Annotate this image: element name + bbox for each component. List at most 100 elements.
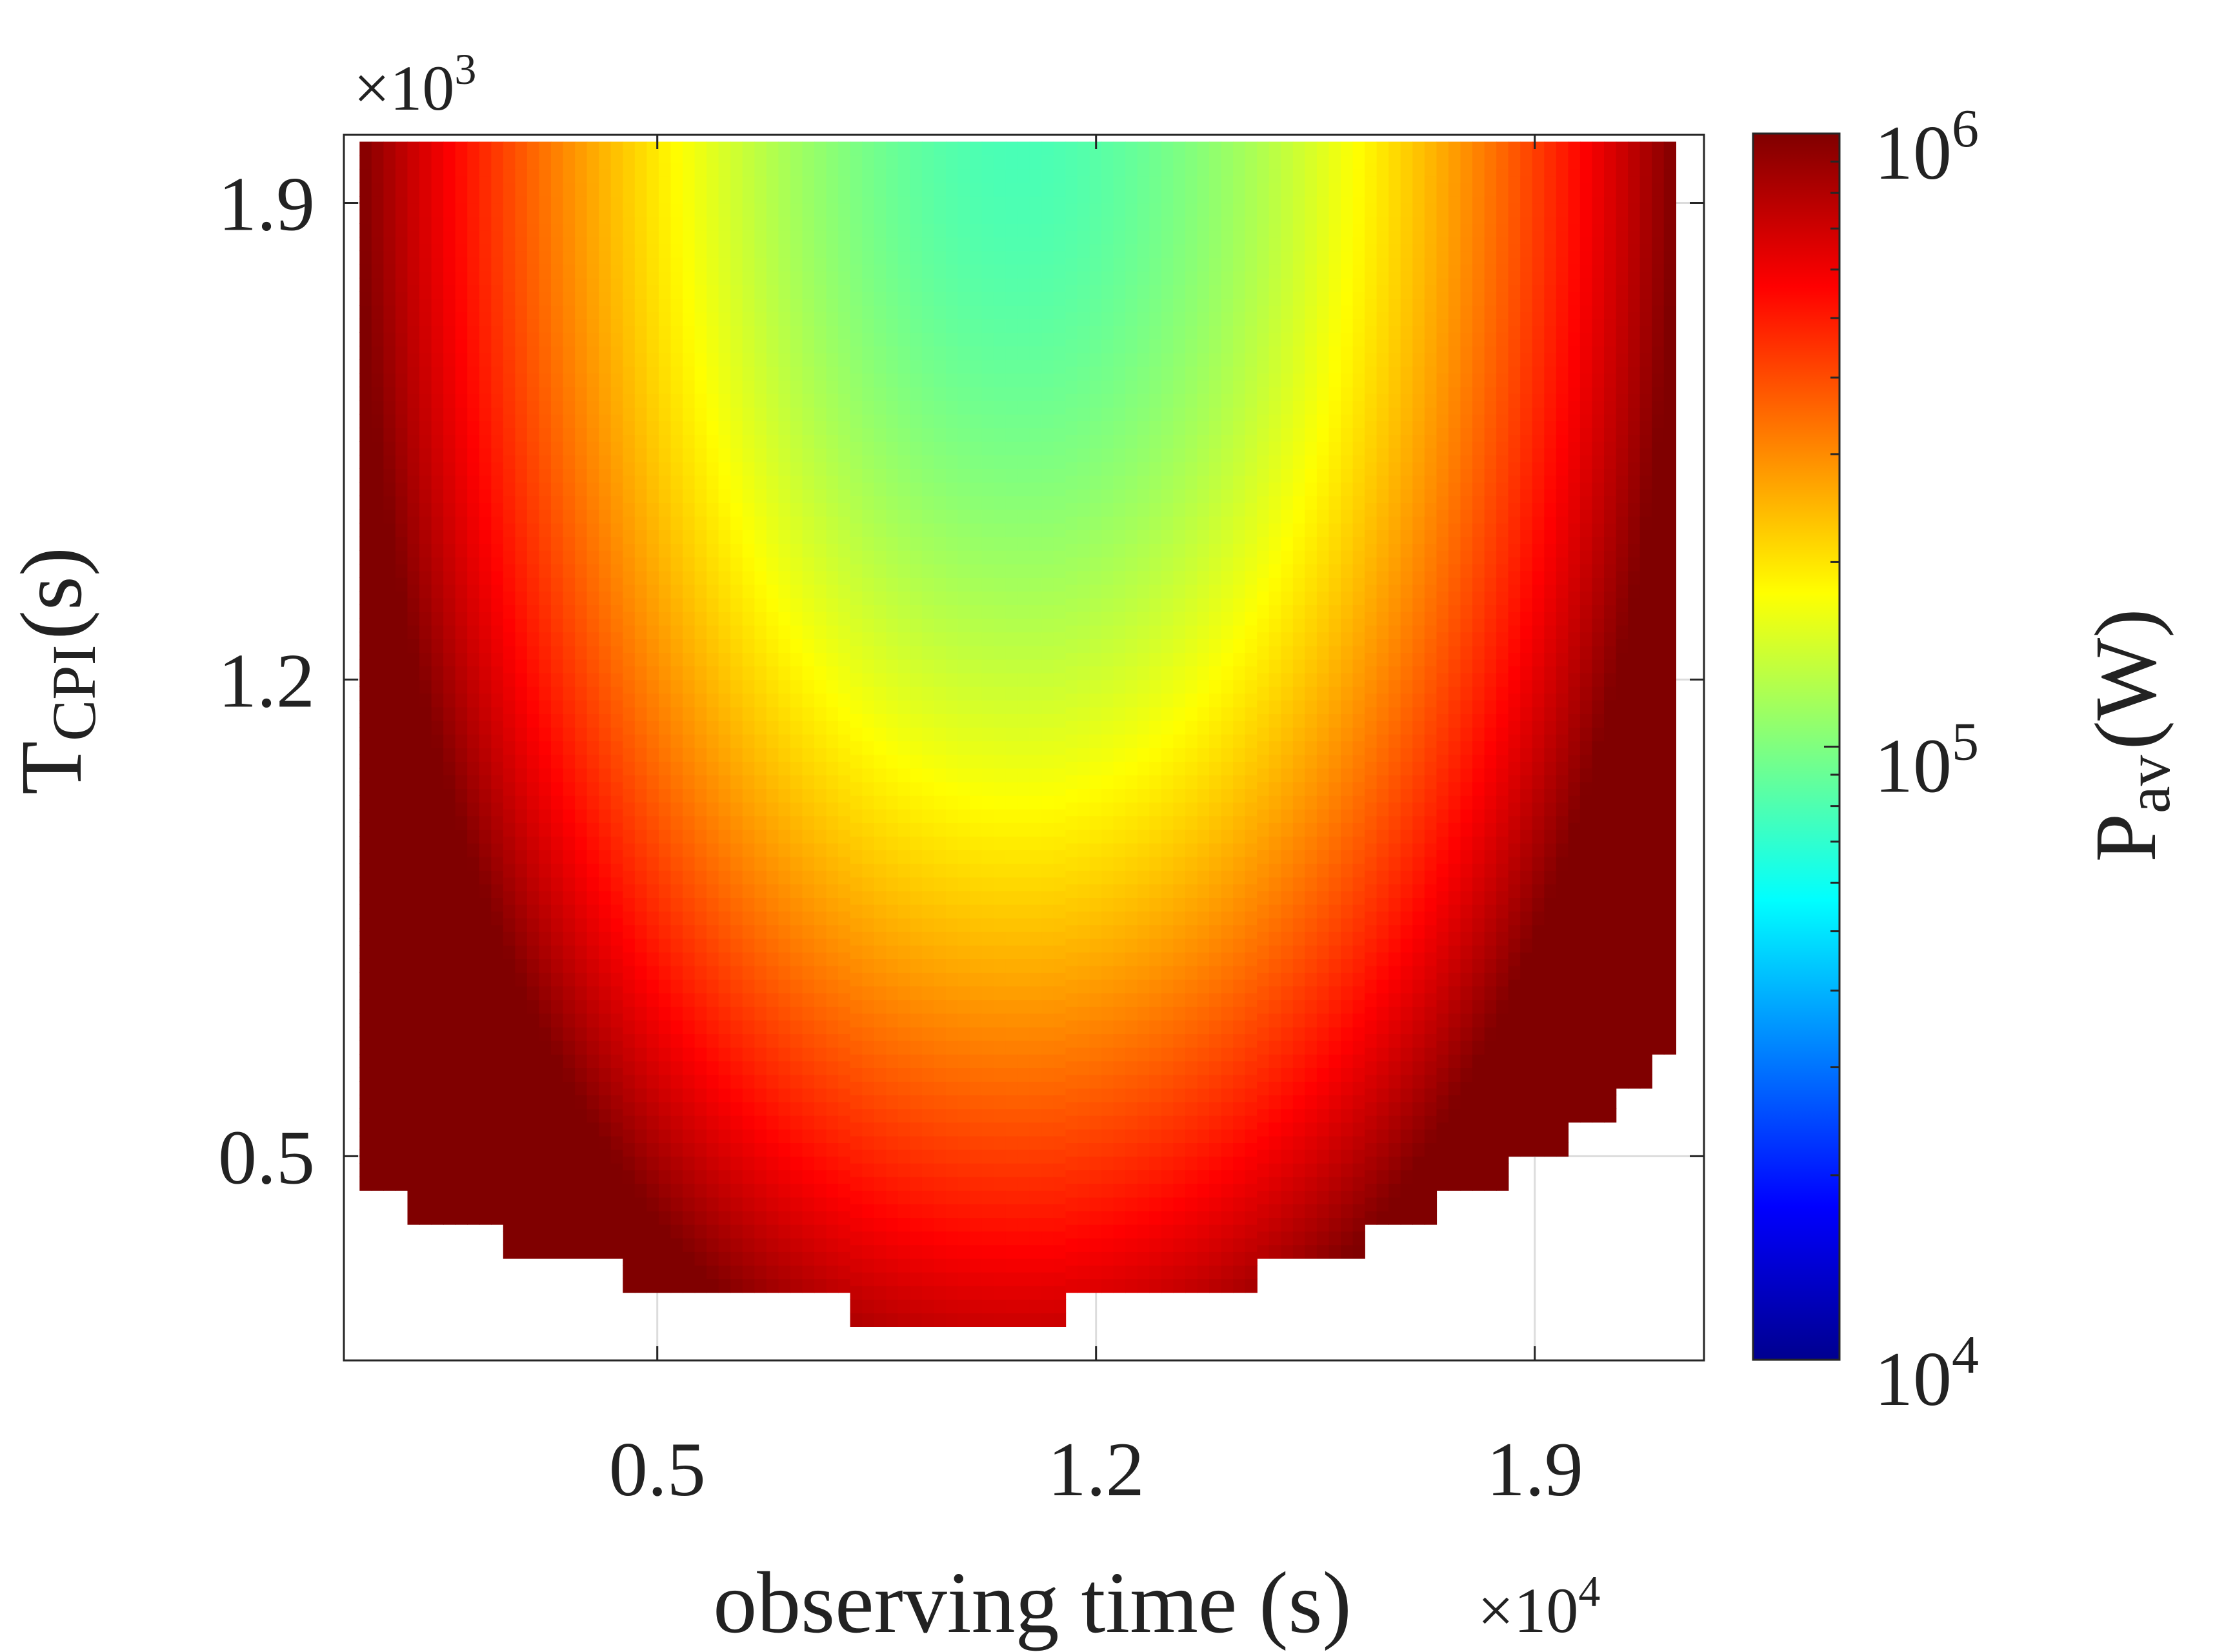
heatmap-cell [646, 720, 659, 735]
heatmap-cell [359, 413, 372, 428]
heatmap-cell [790, 1224, 803, 1239]
heatmap-cell [838, 748, 851, 762]
heatmap-cell [1029, 1013, 1043, 1028]
heatmap-cell [1029, 319, 1043, 333]
heatmap-cell [897, 386, 911, 401]
heatmap-cell [910, 1068, 923, 1082]
heatmap-cell [1017, 700, 1030, 714]
heatmap-cell [946, 495, 959, 510]
heatmap-cell [551, 1095, 564, 1110]
heatmap-cell [443, 775, 456, 790]
heatmap-cell [1005, 645, 1018, 660]
heatmap-cell [910, 346, 923, 361]
heatmap-cell [575, 332, 588, 346]
heatmap-cell [1029, 972, 1043, 987]
heatmap-cell [634, 175, 648, 190]
heatmap-cell [802, 516, 815, 530]
heatmap-cell [754, 475, 767, 490]
heatmap-cell [850, 564, 863, 578]
heatmap-cell [897, 713, 911, 728]
heatmap-cell [371, 155, 385, 170]
heatmap-cell [539, 999, 552, 1014]
heatmap-cell [910, 1244, 923, 1259]
heatmap-cell [886, 1081, 899, 1096]
heatmap-cell [707, 993, 719, 1007]
heatmap-cell [1005, 1231, 1018, 1246]
heatmap-cell [934, 632, 947, 646]
heatmap-cell [718, 380, 731, 394]
heatmap-cell [850, 850, 863, 864]
heatmap-cell [479, 448, 492, 463]
heatmap-cell [359, 1026, 372, 1041]
heatmap-cell [599, 659, 612, 673]
heatmap-cell [1017, 931, 1030, 946]
heatmap-cell [683, 1210, 696, 1225]
heatmap-cell [563, 999, 576, 1014]
heatmap-cell [814, 1238, 827, 1252]
heatmap-cell [443, 1142, 456, 1157]
heatmap-cell [981, 672, 994, 687]
heatmap-cell [623, 366, 636, 381]
heatmap-cell [443, 230, 456, 244]
heatmap-cell [1017, 1162, 1030, 1177]
heatmap-cell [634, 870, 648, 884]
heatmap-cell [862, 986, 875, 1000]
heatmap-cell [634, 802, 648, 817]
heatmap-cell [850, 386, 863, 401]
heatmap-cell [634, 203, 648, 217]
heatmap-cell [383, 686, 396, 701]
heatmap-cell [599, 536, 612, 551]
heatmap-cell [431, 693, 444, 708]
heatmap-cell [599, 495, 612, 510]
heatmap-cell [934, 1013, 947, 1028]
heatmap-cell [1005, 1177, 1018, 1191]
heatmap-cell [683, 1156, 696, 1171]
heatmap-cell [1005, 999, 1018, 1014]
heatmap-cell [575, 468, 588, 483]
heatmap-cell [599, 917, 612, 932]
heatmap-cell [407, 530, 420, 544]
heatmap-cell [886, 237, 899, 252]
heatmap-cell [1041, 768, 1054, 782]
heatmap-cell [526, 931, 540, 946]
heatmap-cell [539, 1217, 552, 1232]
heatmap-cell [802, 448, 815, 463]
heatmap-cell [563, 427, 576, 442]
heatmap-cell [586, 972, 599, 987]
heatmap-cell [1053, 495, 1067, 510]
heatmap-cell [407, 979, 420, 993]
heatmap-cell [371, 264, 385, 279]
heatmap-cell [419, 788, 432, 803]
heatmap-cell [707, 393, 719, 408]
heatmap-cell [754, 679, 767, 694]
heatmap-cell [778, 312, 791, 326]
heatmap-cell [778, 951, 791, 966]
heatmap-cell [778, 530, 791, 544]
heatmap-cell [1017, 877, 1030, 891]
heatmap-cell [970, 413, 983, 428]
heatmap-cell [479, 856, 492, 871]
heatmap-cell [479, 761, 492, 775]
heatmap-cell [694, 393, 707, 408]
heatmap-cell [623, 625, 636, 639]
heatmap-cell [526, 441, 540, 455]
heatmap-cell [623, 543, 636, 558]
heatmap-cell [886, 550, 899, 564]
heatmap-cell [778, 1047, 791, 1062]
heatmap-cell [563, 836, 576, 851]
heatmap-cell [994, 332, 1007, 346]
heatmap-cell [707, 842, 719, 857]
heatmap-cell [467, 557, 480, 572]
heatmap-cell [826, 597, 839, 612]
heatmap-cell [526, 604, 540, 619]
heatmap-cell [1005, 1258, 1018, 1273]
heatmap-cell [1017, 768, 1030, 782]
heatmap-cell [1017, 468, 1030, 483]
heatmap-cell [371, 917, 385, 932]
heatmap-cell [575, 1095, 588, 1110]
heatmap-cell [934, 1068, 947, 1082]
heatmap-cell [897, 277, 911, 292]
heatmap-cell [407, 856, 420, 871]
heatmap-cell [479, 284, 492, 299]
heatmap-cell [610, 672, 623, 687]
